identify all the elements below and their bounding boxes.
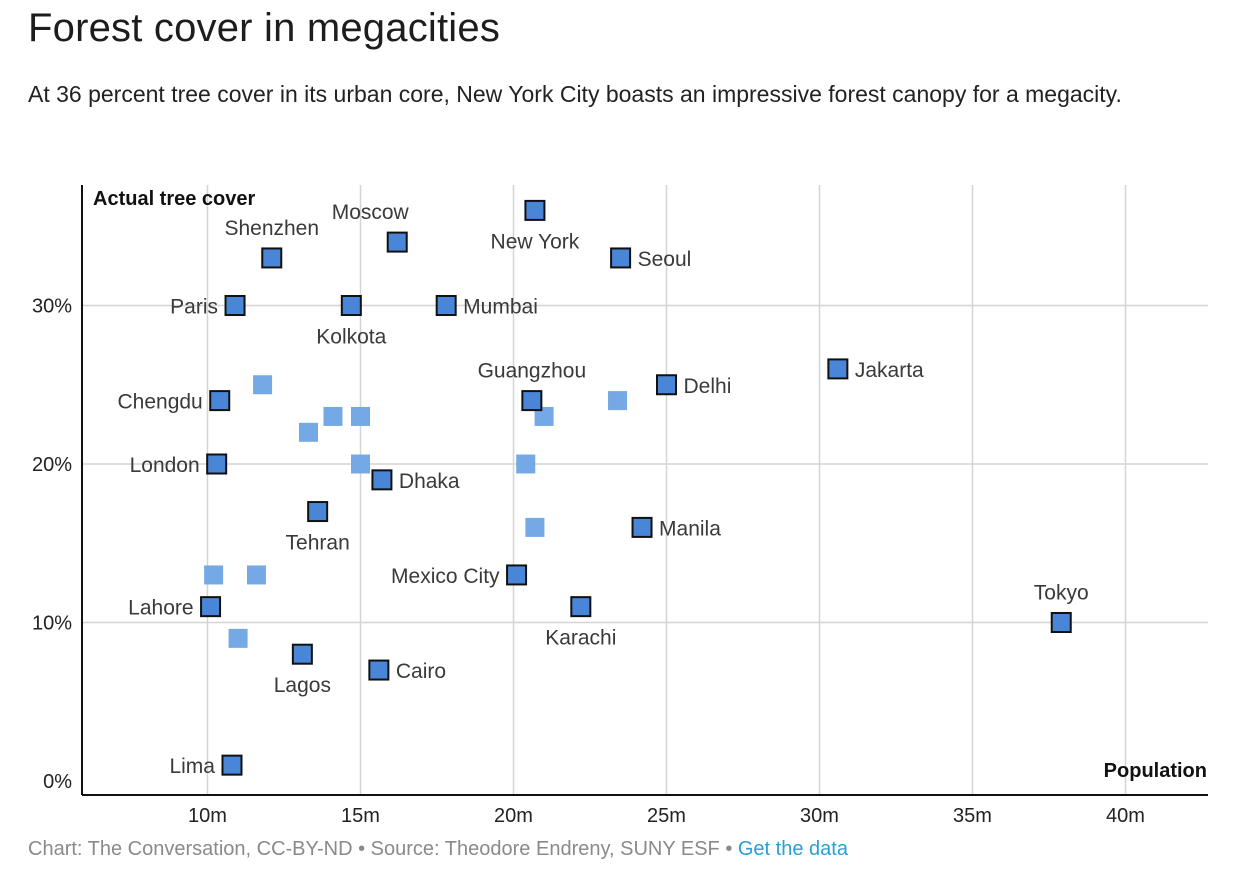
point-label: Guangzhou: [478, 360, 587, 383]
point-label: Tehran: [286, 532, 350, 555]
x-tick-label: 30m: [800, 805, 839, 827]
point-label: Cairo: [396, 660, 446, 683]
y-tick-label: 20%: [32, 454, 72, 476]
point-label: Kolkota: [316, 326, 386, 349]
point-label: Shenzhen: [224, 217, 319, 240]
tick-labels: 10m 15m 20m 25m 30m 35m 40m 0% 10% 20% 30%: [32, 296, 1145, 828]
point-label: Tokyo: [1034, 582, 1089, 605]
point-label: Seoul: [638, 248, 692, 271]
data-point: [351, 454, 370, 474]
point-label: Karachi: [545, 627, 616, 650]
data-point-dhaka: [371, 469, 393, 491]
get-the-data-link[interactable]: Get the data: [737, 838, 848, 860]
point-label: Chengdu: [117, 391, 202, 414]
data-point: [525, 517, 545, 537]
footer-credit: Chart: The Conversation, CC-BY-ND • Sour…: [28, 838, 738, 860]
data-point-lahore: [200, 596, 222, 618]
y-tick-label: 10%: [32, 613, 72, 635]
data-point-lagos: [291, 643, 313, 665]
data-point: [204, 565, 224, 585]
data-point-jakarta: [827, 358, 849, 380]
point-label: Mumbai: [463, 296, 538, 319]
point-labels: New York Moscow Shenzhen Seoul Paris Kolkota M…: [117, 201, 1088, 778]
data-point-guangzhou: [521, 390, 543, 412]
x-tick-label: 20m: [494, 805, 533, 827]
chart-title: Forest cover in megacities: [28, 6, 501, 50]
chart-subtitle: At 36 percent tree cover in its urban co…: [28, 81, 1122, 107]
y-axis-title: Actual tree cover: [93, 188, 256, 210]
point-label: Delhi: [684, 375, 732, 398]
data-point-kolkota: [340, 295, 362, 316]
x-tick-label: 10m: [188, 805, 227, 827]
data-point-mexico-city: [506, 564, 528, 586]
point-label: Lagos: [274, 674, 331, 697]
data-point-delhi: [656, 374, 677, 396]
data-point-london: [206, 453, 228, 475]
data-point: [608, 391, 628, 411]
data-point-manila: [631, 516, 653, 538]
data-point-chengdu: [209, 390, 231, 412]
x-tick-label: 40m: [1106, 805, 1145, 827]
data-point: [253, 375, 273, 395]
axes: [81, 185, 1208, 796]
chart-footer: Chart: The Conversation, CC-BY-ND • Sour…: [28, 838, 848, 861]
data-point: [246, 565, 266, 585]
point-label: Lahore: [128, 597, 193, 620]
grid-lines: [82, 185, 1208, 795]
data-point-tehran: [307, 501, 329, 523]
data-point-paris: [224, 295, 246, 316]
data-point: [298, 422, 318, 442]
data-point-shenzhen: [261, 247, 283, 269]
x-axis-title: Population: [1104, 760, 1207, 782]
data-point-tokyo: [1050, 612, 1072, 633]
point-label: Manila: [659, 517, 721, 540]
point-label: Paris: [170, 296, 218, 319]
y-tick-label: 0%: [43, 771, 72, 793]
data-point-karachi: [570, 596, 592, 618]
data-point-new-york: [524, 199, 546, 221]
data-point-cairo: [368, 659, 390, 681]
x-tick-label: 35m: [953, 805, 992, 827]
data-point: [534, 406, 554, 426]
data-point: [228, 628, 248, 648]
x-tick-label: 15m: [341, 805, 380, 827]
data-point-mumbai: [435, 295, 457, 316]
point-label: New York: [491, 230, 580, 253]
point-label: Lima: [169, 755, 215, 778]
point-label: Dhaka: [399, 470, 460, 493]
data-point-moscow: [386, 231, 408, 253]
data-point: [351, 406, 370, 426]
point-label: Jakarta: [855, 359, 924, 382]
data-point: [516, 454, 536, 474]
x-tick-label: 25m: [647, 805, 686, 827]
data-point-lima: [221, 754, 243, 776]
point-label: London: [130, 454, 200, 477]
point-label: Moscow: [332, 201, 410, 224]
point-label: Mexico City: [391, 565, 500, 588]
y-tick-label: 30%: [32, 296, 72, 318]
data-point: [323, 406, 343, 426]
data-point-seoul: [610, 247, 632, 269]
data-points: [200, 199, 1072, 776]
